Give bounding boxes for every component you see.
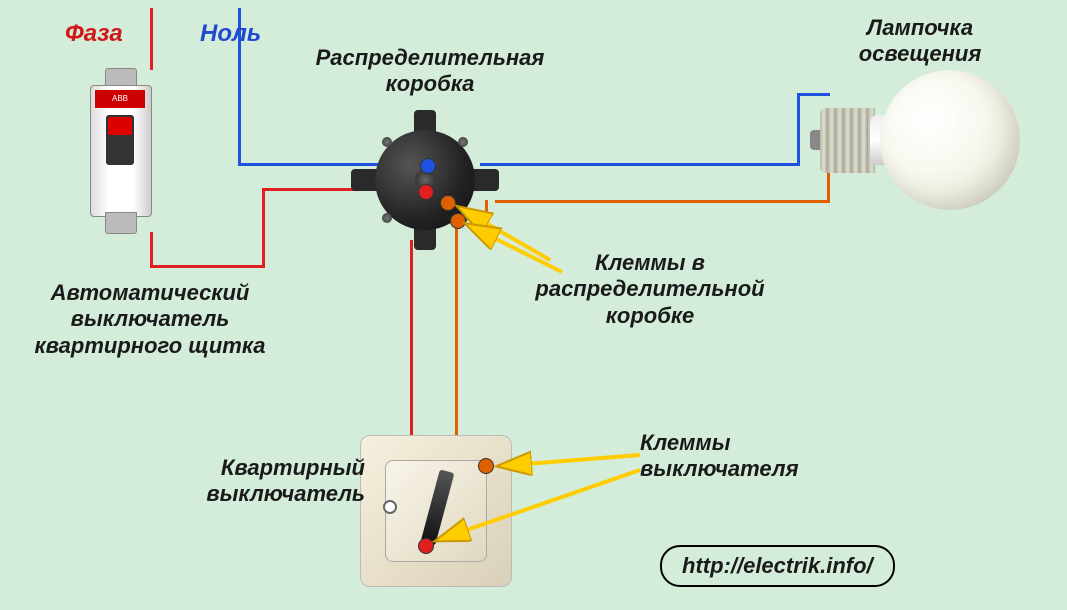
wiring-diagram: ABB [0, 0, 1067, 610]
label-wall-switch: Квартирный выключатель [165, 455, 365, 508]
label-junction-terminals: Клеммы в распределительной коробке [520, 250, 780, 329]
label-junction-box: Распределительная коробка [280, 45, 580, 98]
url-link[interactable]: http://electrik.info/ [660, 545, 895, 587]
label-light-bulb: Лампочка освещения [820, 15, 1020, 68]
label-switch-terminals: Клеммы выключателя [640, 430, 860, 483]
label-circuit-breaker: Автоматический выключатель квартирного щ… [25, 280, 275, 359]
label-neutral: Ноль [200, 20, 261, 49]
label-phase: Фаза [65, 20, 123, 49]
